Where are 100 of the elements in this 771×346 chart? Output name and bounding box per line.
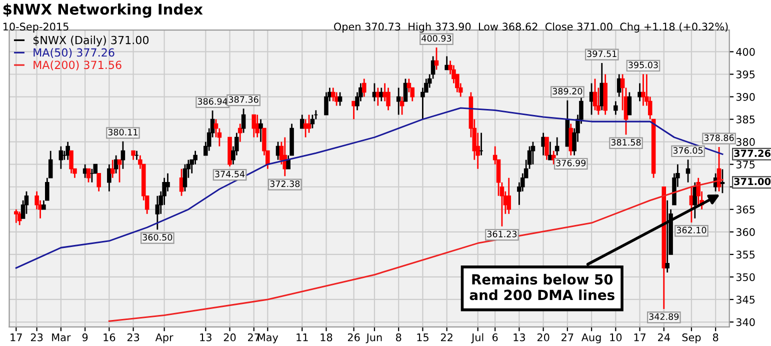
legend-label: $NWX (Daily) 371.00 (34, 36, 149, 46)
candlestick (720, 168, 725, 194)
candlestick (324, 92, 328, 116)
y-tick-label: 385 (736, 116, 755, 124)
y-tick-label: 360 (736, 228, 755, 236)
candlestick (48, 150, 53, 179)
candlestick (386, 87, 390, 111)
x-tick-label: Jun (366, 334, 382, 344)
x-tick-label: 20 (537, 333, 550, 342)
candlestick (155, 195, 160, 230)
annotation: 395.03 (628, 62, 658, 68)
x-tick-label: 13 (200, 333, 212, 342)
y-tick-label: 375 (736, 160, 755, 168)
annotation: 386.94 (198, 98, 228, 105)
candlestick (107, 164, 112, 192)
candlestick (114, 154, 118, 174)
candlestick (530, 141, 536, 166)
candlestick (452, 64, 456, 84)
x-tick-label: Aug (581, 334, 601, 344)
candlestick (14, 208, 18, 224)
candlestick (554, 136, 560, 156)
annotation: 371.00 (734, 178, 771, 186)
candlestick (58, 146, 64, 170)
candlestick (120, 140, 126, 170)
candlestick (193, 150, 198, 166)
y-tick-label: 345 (736, 296, 755, 304)
x-tick-label: 20 (224, 333, 236, 342)
annotation: 372.38 (270, 180, 300, 188)
candlestick (86, 168, 91, 184)
annotation: 387.36 (228, 96, 258, 103)
chart-title: $NWX Networking Index (3, 3, 203, 18)
candlestick (182, 164, 188, 192)
legend-label: MA(50) 377.26 (34, 48, 114, 58)
x-tick-label: 24 (658, 333, 670, 342)
annotation: Remains below 50 and 200 DMA lines (470, 274, 614, 300)
x-tick-label: Sep (682, 333, 701, 344)
annotation: 380.11 (108, 128, 138, 136)
x-tick-label: 15 (417, 334, 428, 342)
annotation: 376.99 (556, 160, 586, 166)
x-tick-label: Mar (52, 334, 71, 342)
y-tick-label: 400 (736, 48, 755, 56)
candlestick (258, 118, 263, 143)
x-tick-label: 26 (348, 333, 360, 342)
candlestick (24, 190, 29, 215)
x-tick-label: 13 (514, 333, 525, 342)
y-tick-label: 340 (736, 318, 755, 326)
y-tick-label: 355 (736, 250, 755, 259)
candlestick (696, 177, 700, 206)
candlestick (420, 87, 425, 120)
candlestick (686, 158, 690, 184)
x-tick-label: 9 (82, 333, 88, 342)
annotation: 381.58 (611, 139, 641, 146)
candlestick (110, 159, 115, 179)
x-tick-label: 17 (634, 334, 646, 342)
x-tick-label: 23 (30, 333, 43, 342)
x-tick-label: 22 (440, 333, 452, 342)
annotation: 376.05 (673, 147, 703, 154)
candlestick (641, 73, 646, 106)
x-tick-label: 8 (396, 333, 402, 342)
annotation: 360.50 (142, 234, 172, 241)
x-tick-label: 8 (712, 333, 718, 342)
x-tick-label: 27 (562, 333, 574, 342)
legend-label: MA(200) 371.56 (34, 60, 122, 70)
candlestick (66, 141, 70, 161)
y-tick-label: 365 (736, 206, 755, 214)
candlestick (592, 78, 598, 111)
x-tick-label: Apr (155, 334, 174, 344)
y-tick-label: 390 (736, 93, 755, 101)
x-tick-label: 6 (492, 333, 498, 342)
candlestick (614, 100, 618, 116)
y-tick-label: 380 (736, 138, 755, 146)
annotation: 374.54 (215, 170, 245, 178)
x-tick-label: 18 (320, 333, 332, 342)
candlestick (544, 136, 549, 161)
candlestick (214, 118, 218, 138)
candlestick (310, 114, 315, 129)
candlestick (300, 114, 304, 129)
chart-subtitle: 10-Sep-2015 (3, 22, 68, 33)
x-tick-label: 10 (610, 333, 622, 342)
x-tick-label: Jul (471, 333, 484, 344)
candlestick (131, 150, 136, 161)
annotation: 377.26 (734, 150, 771, 157)
annotation: Open 370.73 High 373.90 Low 368.62 Close 371.00 Chg +1.18 (+0.32%) (334, 22, 728, 33)
candlestick (362, 78, 366, 98)
annotation: 362.10 (676, 226, 706, 234)
x-tick-label: 23 (127, 333, 140, 342)
candlestick (434, 46, 439, 70)
annotation: 342.89 (649, 313, 679, 320)
x-tick-label: 17 (10, 334, 22, 342)
candlestick (330, 87, 336, 102)
x-tick-label: 16 (104, 333, 116, 342)
y-tick-label: 350 (736, 273, 755, 282)
annotation: 389.20 (552, 88, 582, 95)
annotation: 361.23 (487, 230, 517, 238)
candlestick (241, 108, 246, 134)
candlestick (338, 92, 342, 106)
annotation: 400.93 (422, 35, 452, 42)
candlestick (627, 92, 632, 116)
candlestick (69, 150, 74, 174)
candlestick (117, 159, 122, 184)
